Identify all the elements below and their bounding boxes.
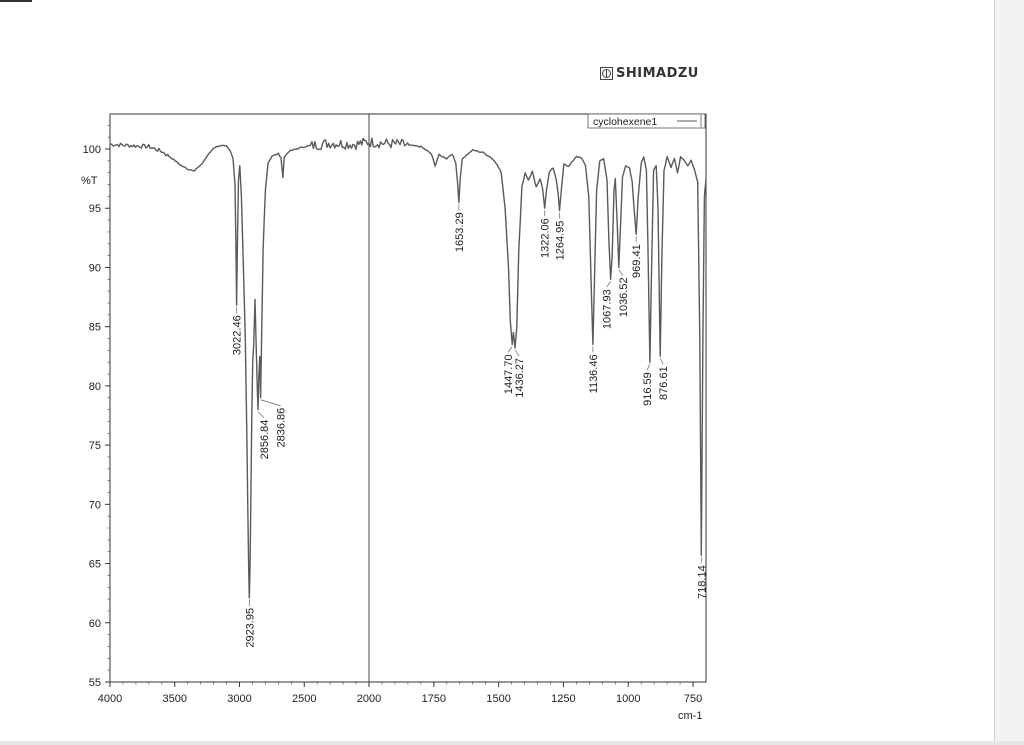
peak-label-text: 969.41 xyxy=(631,244,643,278)
legend: cyclohexene1 xyxy=(587,113,706,129)
y-tick-label: 75 xyxy=(89,440,101,452)
peak-label: 1264.95 xyxy=(555,212,567,261)
x-tick-label: 1750 xyxy=(422,693,446,705)
x-tick-label: 3000 xyxy=(227,693,251,705)
peak-label: 876.61 xyxy=(658,358,670,400)
peak-label-text: 1322.06 xyxy=(540,218,552,258)
peak-label-text: 916.59 xyxy=(642,372,654,406)
y-tick-label: 55 xyxy=(89,677,101,689)
scan-edge-mark xyxy=(0,0,32,2)
x-tick-label: 1250 xyxy=(551,693,575,705)
brand-name: SHIMADZU xyxy=(616,66,699,81)
peak-label: 1436.27 xyxy=(514,349,526,398)
x-tick-label: 2000 xyxy=(357,693,381,705)
peak-leader-line xyxy=(507,346,513,353)
peak-label-text: 2836.86 xyxy=(276,408,288,448)
peak-label: 969.41 xyxy=(631,236,643,278)
peak-leader-line xyxy=(646,364,651,371)
shimadzu-logo-icon xyxy=(600,67,613,80)
y-tick-label: 95 xyxy=(89,203,101,215)
peak-label-text: 718.14 xyxy=(696,565,708,599)
peak-label-text: 3022.46 xyxy=(232,315,244,355)
x-axis: 4000 3500 3000 2500 2000 1750 1500 1250 1000 750 xyxy=(98,682,702,705)
legend-box xyxy=(587,113,706,129)
peak-label: 1322.06 xyxy=(540,210,552,258)
legend-label: cyclohexene1 xyxy=(593,116,657,128)
peak-leader-line xyxy=(606,281,611,288)
peak-label: 1136.46 xyxy=(588,346,600,393)
x-tick-label: 4000 xyxy=(98,693,122,705)
x-tick-label: 1500 xyxy=(486,693,510,705)
y-tick-label: 65 xyxy=(89,559,101,571)
peak-label: 1653.29 xyxy=(454,204,466,252)
peak-label-text: 1436.27 xyxy=(514,358,526,398)
peak-label-text: 1036.52 xyxy=(618,277,630,317)
x-axis-label: cm-1 xyxy=(678,710,702,722)
peak-label: 718.14 xyxy=(696,557,708,599)
peak-label: 2836.86 xyxy=(260,399,288,448)
y-tick-label: 60 xyxy=(89,618,101,630)
y-axis-label: %T xyxy=(81,175,98,187)
peak-leader-line xyxy=(618,269,624,276)
peak-label-text: 1653.29 xyxy=(454,212,466,252)
peak-label: 1067.93 xyxy=(602,281,614,329)
peak-label-text: 1136.46 xyxy=(588,354,600,393)
x-tick-label: 2500 xyxy=(292,693,316,705)
peak-labels: 3022.46 2923.95 2856.84 2836.86 1653.29 1447.… xyxy=(232,204,708,648)
series-line-cyclohexene1 xyxy=(109,137,707,599)
y-tick-label: 80 xyxy=(89,381,101,393)
y-axis: 55 60 65 70 75 80 85 90 95 100 xyxy=(83,144,110,689)
peak-leader-line xyxy=(514,349,520,357)
peak-label: 2923.95 xyxy=(244,599,256,648)
peak-leader-line xyxy=(659,358,664,365)
peak-label: 1447.70 xyxy=(503,346,515,394)
peak-label: 3022.46 xyxy=(232,307,244,355)
peak-label: 2856.84 xyxy=(257,411,271,460)
peak-label-text: 876.61 xyxy=(658,366,670,400)
peak-leader-line xyxy=(257,411,265,418)
y-tick-label: 70 xyxy=(89,499,101,511)
peak-label-text: 2923.95 xyxy=(244,608,256,648)
x-tick-label: 1000 xyxy=(616,693,640,705)
scan-edge-right xyxy=(994,0,1024,745)
y-tick-label: 85 xyxy=(89,322,101,334)
x-tick-label: 3500 xyxy=(163,693,187,705)
peak-label-text: 1447.70 xyxy=(503,354,515,394)
scan-edge-bottom xyxy=(0,741,1024,745)
peak-label: 916.59 xyxy=(642,364,654,406)
brand-logo: SHIMADZU xyxy=(600,66,699,81)
y-tick-label: 90 xyxy=(89,262,101,274)
peak-label-text: 2856.84 xyxy=(259,420,271,460)
minor-ticks xyxy=(107,124,681,685)
x-tick-label: 750 xyxy=(684,693,702,705)
peak-leader-line xyxy=(260,399,281,407)
peak-label-text: 1264.95 xyxy=(555,221,567,261)
peak-label: 1036.52 xyxy=(618,269,630,317)
peak-label-text: 1067.93 xyxy=(602,289,614,329)
y-tick-label: 100 xyxy=(83,144,101,156)
